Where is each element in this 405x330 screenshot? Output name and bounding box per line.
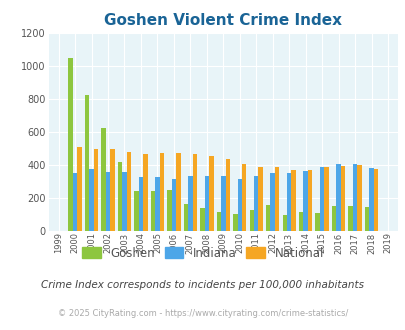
- Bar: [216, 212, 221, 231]
- Bar: [134, 191, 139, 231]
- Bar: [356, 165, 361, 231]
- Bar: [139, 178, 143, 231]
- Bar: [110, 149, 114, 231]
- Bar: [126, 152, 131, 231]
- Bar: [183, 204, 188, 231]
- Bar: [347, 206, 352, 231]
- Bar: [303, 171, 307, 231]
- Text: © 2025 CityRating.com - https://www.cityrating.com/crime-statistics/: © 2025 CityRating.com - https://www.city…: [58, 309, 347, 318]
- Bar: [270, 173, 274, 231]
- Bar: [122, 172, 126, 231]
- Legend: Goshen, Indiana, National: Goshen, Indiana, National: [77, 242, 328, 264]
- Bar: [171, 179, 176, 231]
- Bar: [373, 169, 377, 231]
- Bar: [364, 207, 369, 231]
- Bar: [254, 176, 258, 231]
- Title: Goshen Violent Crime Index: Goshen Violent Crime Index: [104, 13, 341, 28]
- Bar: [85, 95, 89, 231]
- Bar: [94, 148, 98, 231]
- Bar: [340, 166, 344, 231]
- Bar: [265, 205, 270, 231]
- Bar: [241, 164, 246, 231]
- Bar: [369, 168, 373, 231]
- Bar: [232, 214, 237, 231]
- Bar: [352, 164, 356, 231]
- Bar: [188, 176, 192, 231]
- Bar: [291, 170, 295, 231]
- Bar: [286, 173, 291, 231]
- Bar: [159, 153, 164, 231]
- Bar: [204, 176, 209, 231]
- Bar: [225, 159, 229, 231]
- Bar: [192, 154, 196, 231]
- Bar: [200, 208, 204, 231]
- Bar: [77, 147, 81, 231]
- Text: Crime Index corresponds to incidents per 100,000 inhabitants: Crime Index corresponds to incidents per…: [41, 280, 364, 290]
- Bar: [298, 212, 303, 231]
- Bar: [167, 190, 171, 231]
- Bar: [143, 154, 147, 231]
- Bar: [150, 191, 155, 231]
- Bar: [221, 176, 225, 231]
- Bar: [68, 58, 72, 231]
- Bar: [89, 169, 94, 231]
- Bar: [307, 170, 311, 231]
- Bar: [319, 167, 324, 231]
- Bar: [324, 168, 328, 231]
- Bar: [237, 179, 241, 231]
- Bar: [106, 172, 110, 231]
- Bar: [335, 164, 340, 231]
- Bar: [274, 168, 279, 231]
- Bar: [176, 153, 180, 231]
- Bar: [209, 156, 213, 231]
- Bar: [331, 206, 335, 231]
- Bar: [282, 214, 286, 231]
- Bar: [249, 211, 254, 231]
- Bar: [117, 162, 122, 231]
- Bar: [155, 178, 159, 231]
- Bar: [315, 213, 319, 231]
- Bar: [101, 128, 106, 231]
- Bar: [72, 173, 77, 231]
- Bar: [258, 167, 262, 231]
